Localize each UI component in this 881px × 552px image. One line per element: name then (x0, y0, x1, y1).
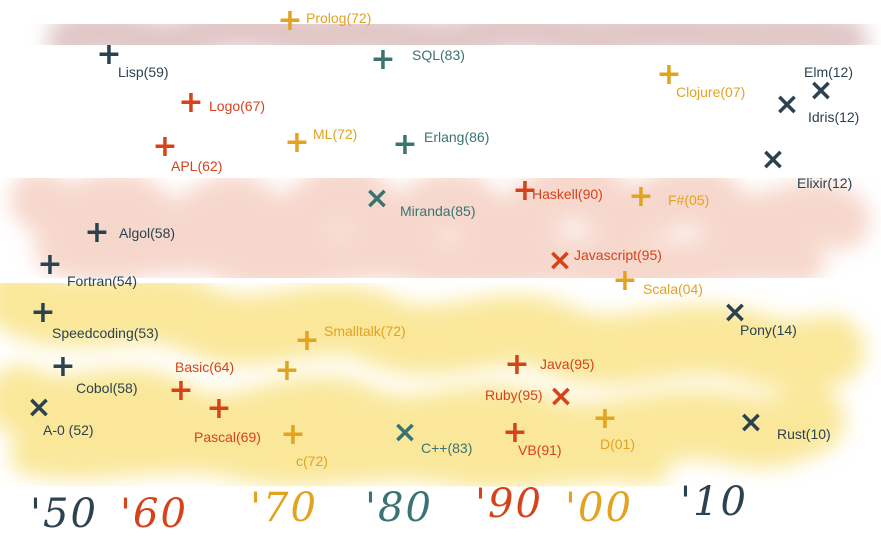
c-mark: + (280, 417, 306, 452)
cobol-mark: + (50, 349, 76, 384)
erlang-label: Erlang(86) (424, 129, 490, 145)
java-mark: + (504, 347, 530, 382)
smalltalk-mark: + (294, 323, 320, 358)
rust-mark: × (738, 405, 764, 440)
elm-mark: × (808, 73, 834, 108)
logo-mark: + (178, 85, 204, 120)
band-low (0, 265, 865, 390)
decade-label-10s: '10 (680, 479, 748, 525)
rust-label: Rust(10) (777, 426, 831, 442)
prolog-mark: + (277, 3, 303, 38)
a0-mark: × (26, 390, 52, 425)
lisp-mark: + (96, 37, 122, 72)
decade-label-70s: '70 (250, 485, 318, 531)
pony-mark: × (722, 295, 748, 330)
vb-label: VB(91) (518, 442, 562, 458)
pascal-label: Pascal(69) (194, 429, 261, 445)
d-mark: + (592, 401, 618, 436)
elm-label: Elm(12) (804, 64, 854, 80)
scala-label: Scala(04) (643, 281, 703, 297)
prolog-label: Prolog(72) (306, 10, 372, 26)
javascript-mark: × (547, 243, 573, 278)
fortran-mark: + (37, 247, 63, 282)
idris-mark: × (774, 87, 800, 122)
decade-label-60s: '60 (120, 491, 188, 537)
ml-label: ML(72) (313, 126, 358, 142)
ml-mark: + (284, 125, 310, 160)
clojure-label: Clojure(07) (676, 84, 746, 100)
d-label: D(01) (600, 436, 636, 452)
miranda-label: Miranda(85) (400, 203, 476, 219)
smalltalk-secondary-mark: + (274, 353, 300, 388)
apl-mark: + (152, 129, 178, 164)
c-label: c(72) (296, 453, 328, 469)
band-top (47, 2, 868, 66)
ruby-mark: × (548, 379, 574, 414)
java-label: Java(95) (540, 356, 595, 372)
javascript-label: Javascript(95) (574, 247, 662, 263)
ruby-label: Ruby(95) (485, 387, 543, 403)
decade-label-80s: '80 (365, 485, 433, 531)
haskell-mark: + (512, 173, 538, 208)
elixir-label: Elixir(12) (797, 175, 853, 191)
fsharp-label: F#(05) (668, 192, 710, 208)
vb-mark: + (502, 415, 528, 450)
decade-label-50s: '50 (30, 491, 98, 537)
algol-label: Algol(58) (119, 225, 176, 241)
idris-label: Idris(12) (808, 109, 860, 125)
apl-label: APL(62) (171, 158, 223, 174)
scala-mark: + (612, 263, 638, 298)
clojure-mark: + (656, 57, 682, 92)
elixir-mark: × (760, 142, 786, 177)
speedcoding-label: Speedcoding(53) (52, 325, 159, 341)
pascal-mark: + (206, 391, 232, 426)
cpp-label: C++(83) (421, 440, 473, 456)
basic-label: Basic(64) (175, 359, 235, 375)
lisp-label: Lisp(59) (118, 64, 169, 80)
erlang-mark: + (392, 127, 418, 162)
logo-label: Logo(67) (209, 98, 266, 114)
sql-mark: + (370, 42, 396, 77)
cpp-mark: × (392, 415, 418, 450)
basic-mark: + (168, 373, 194, 408)
algol-mark: + (84, 215, 110, 250)
pony-label: Pony(14) (740, 322, 797, 338)
miranda-mark: × (364, 181, 390, 216)
decade-label-00s: '00 (565, 485, 633, 531)
speedcoding-mark: + (30, 295, 56, 330)
cobol-label: Cobol(58) (76, 380, 138, 396)
a0-label: A-0 (52) (43, 422, 94, 438)
decade-label-90s: '90 (475, 481, 543, 527)
haskell-label: Haskell(90) (532, 186, 603, 202)
smalltalk-label: Smalltalk(72) (324, 323, 406, 339)
sql-label: SQL(83) (412, 47, 465, 63)
fsharp-mark: + (628, 179, 654, 214)
fortran-label: Fortran(54) (67, 273, 138, 289)
